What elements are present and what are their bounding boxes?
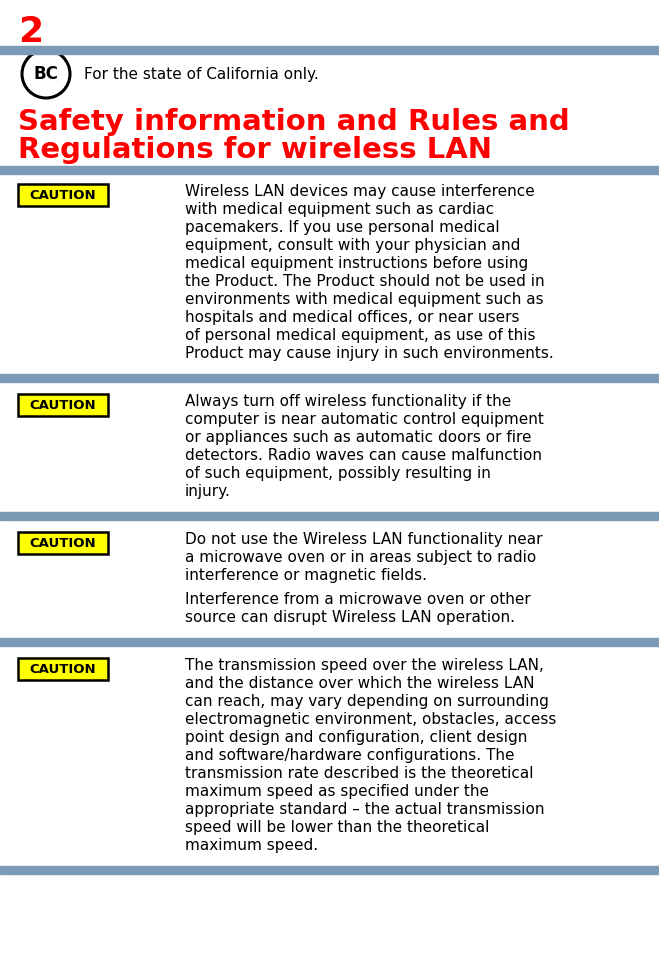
Text: a microwave oven or in areas subject to radio: a microwave oven or in areas subject to … [185,550,536,565]
Text: medical equipment instructions before using: medical equipment instructions before us… [185,256,529,271]
Text: CAUTION: CAUTION [30,188,96,202]
Text: equipment, consult with your physician and: equipment, consult with your physician a… [185,238,521,253]
Text: Product may cause injury in such environments.: Product may cause injury in such environ… [185,346,554,361]
Text: For the state of California only.: For the state of California only. [84,67,319,81]
Text: CAUTION: CAUTION [30,662,96,675]
Text: appropriate standard – the actual transmission: appropriate standard – the actual transm… [185,802,544,817]
Bar [18,184,108,206]
Text: or appliances such as automatic doors or fire: or appliances such as automatic doors or… [185,430,532,445]
Text: Regulations for wireless LAN: Regulations for wireless LAN [18,136,492,164]
Text: injury.: injury. [185,484,231,499]
Text: the Product. The Product should not be used in: the Product. The Product should not be u… [185,274,544,289]
Text: transmission rate described is the theoretical: transmission rate described is the theor… [185,766,534,781]
Text: Interference from a microwave oven or other: Interference from a microwave oven or ot… [185,592,530,607]
Text: The transmission speed over the wireless LAN,: The transmission speed over the wireless… [185,658,544,673]
Bar [18,658,108,680]
Bar [0,638,659,646]
Bar [0,374,659,382]
Bar [18,394,108,416]
Text: of personal medical equipment, as use of this: of personal medical equipment, as use of… [185,328,536,343]
Text: CAUTION: CAUTION [30,536,96,550]
Text: interference or magnetic fields.: interference or magnetic fields. [185,568,427,583]
Text: can reach, may vary depending on surrounding: can reach, may vary depending on surroun… [185,694,549,709]
Text: source can disrupt Wireless LAN operation.: source can disrupt Wireless LAN operatio… [185,610,515,625]
Text: CAUTION: CAUTION [30,399,96,412]
Text: Safety information and Rules and: Safety information and Rules and [18,108,570,136]
Text: speed will be lower than the theoretical: speed will be lower than the theoretical [185,820,490,835]
Bar [0,46,659,54]
Text: BC: BC [34,65,59,83]
Text: with medical equipment such as cardiac: with medical equipment such as cardiac [185,202,494,217]
Bar [0,866,659,874]
Text: point design and configuration, client design: point design and configuration, client d… [185,730,527,745]
Bar [18,532,108,554]
Text: hospitals and medical offices, or near users: hospitals and medical offices, or near u… [185,310,519,325]
Text: environments with medical equipment such as: environments with medical equipment such… [185,292,544,307]
Text: detectors. Radio waves can cause malfunction: detectors. Radio waves can cause malfunc… [185,448,542,463]
Text: computer is near automatic control equipment: computer is near automatic control equip… [185,412,544,427]
Text: electromagnetic environment, obstacles, access: electromagnetic environment, obstacles, … [185,712,556,727]
Text: of such equipment, possibly resulting in: of such equipment, possibly resulting in [185,466,491,481]
Bar [0,166,659,174]
Text: and software/hardware configurations. The: and software/hardware configurations. Th… [185,748,515,763]
Bar [0,512,659,520]
Text: Wireless LAN devices may cause interference: Wireless LAN devices may cause interfere… [185,184,534,199]
Text: pacemakers. If you use personal medical: pacemakers. If you use personal medical [185,220,500,235]
Text: Do not use the Wireless LAN functionality near: Do not use the Wireless LAN functionalit… [185,532,542,547]
Text: maximum speed as specified under the: maximum speed as specified under the [185,784,489,799]
Text: 2: 2 [18,15,43,49]
Text: Always turn off wireless functionality if the: Always turn off wireless functionality i… [185,394,511,409]
Text: and the distance over which the wireless LAN: and the distance over which the wireless… [185,676,534,691]
Text: maximum speed.: maximum speed. [185,838,318,853]
